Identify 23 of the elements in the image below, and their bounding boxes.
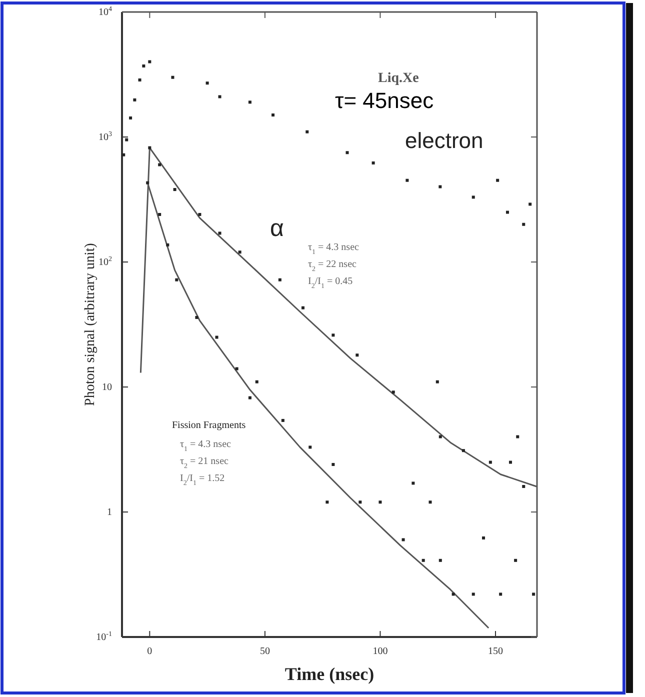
annotation: τ$_{2}$ = 22 nsec [308, 259, 357, 273]
series-label: electron [405, 128, 484, 153]
annotation: Liq.Xe [378, 71, 419, 86]
annotation: τ= 45nsec [335, 88, 434, 113]
x-tick-label: 100 [372, 646, 388, 658]
annotation: τ$_{1}$ = 4.3 nsec [308, 242, 360, 256]
annotation: τ$_{2}$ = 21 nsec [180, 456, 229, 470]
annotation: I$_{2}$/I$_{1}$ = 1.52 [180, 473, 225, 487]
text: Fission Fragments [172, 420, 246, 431]
y-axis-title: Photon signal (arbitrary unit) [83, 242, 98, 406]
annotation: τ$_{1}$ = 4.3 nsec [180, 439, 232, 453]
x-tick-label: 50 [260, 646, 270, 658]
y-tick-label: 10$^{2}$ [98, 255, 112, 268]
y-tick-label: 10$^{-1}$ [96, 630, 112, 644]
x-tick-label: 0 [147, 646, 152, 658]
annotation: I$_{2}$/I$_{1}$ = 0.45 [308, 276, 353, 290]
y-tick-label: 10$^{4}$ [98, 5, 112, 18]
y-tick-label: 10$^{3}$ [98, 130, 112, 144]
y-tick-label: 1 [107, 507, 112, 518]
x-axis-title: Time (nsec) [284, 664, 374, 684]
series-label: α [270, 215, 284, 242]
x-tick-label: 150 [488, 646, 503, 658]
y-tick-label: 10 [102, 382, 112, 394]
